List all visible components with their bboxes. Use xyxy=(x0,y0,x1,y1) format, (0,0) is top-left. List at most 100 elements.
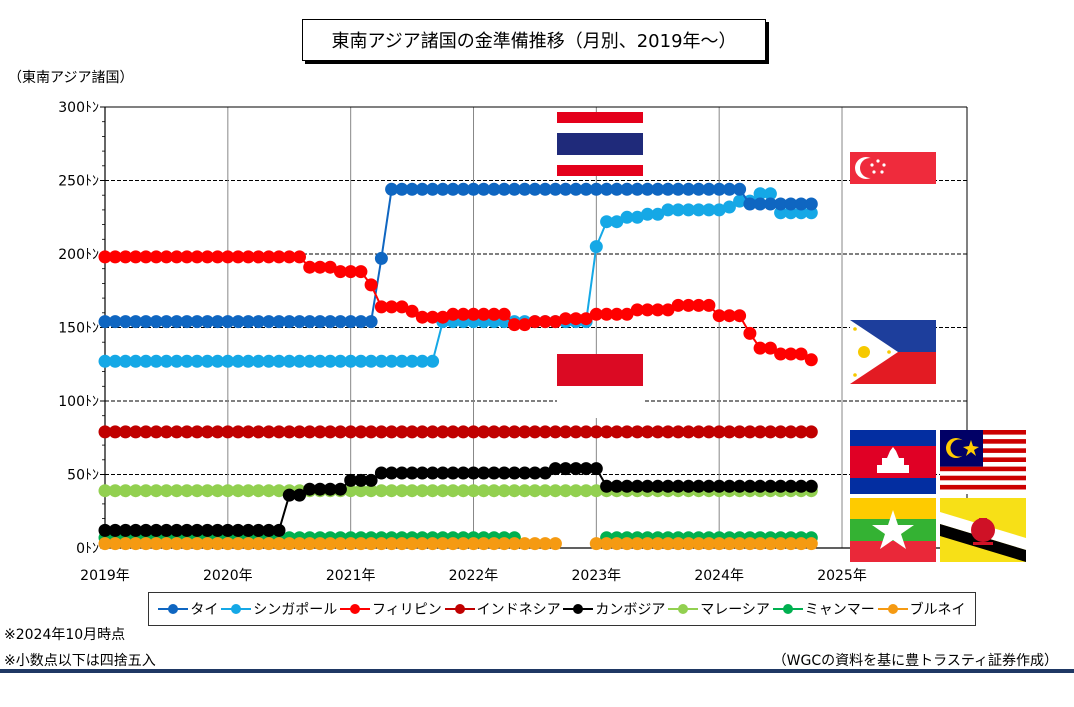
data-point xyxy=(630,479,644,493)
data-point xyxy=(589,307,603,321)
data-point xyxy=(641,303,654,317)
data-point xyxy=(98,354,112,368)
data-point xyxy=(804,353,818,367)
legend-item-myanmar: ミャンマー xyxy=(772,599,875,619)
data-point xyxy=(641,425,654,439)
data-point xyxy=(313,354,327,368)
data-point xyxy=(159,425,173,439)
data-point xyxy=(774,197,788,211)
data-point xyxy=(722,479,736,493)
data-point xyxy=(477,537,491,551)
legend-item-thailand: タイ xyxy=(158,599,218,619)
data-point xyxy=(692,298,706,312)
data-point xyxy=(497,182,511,196)
note-rounding: ※小数点以下は四捨五入 xyxy=(4,653,156,669)
data-point xyxy=(241,354,255,368)
data-point xyxy=(262,523,276,537)
data-point xyxy=(722,537,736,551)
data-point xyxy=(620,182,634,196)
data-point xyxy=(548,182,562,196)
data-point xyxy=(538,537,552,551)
data-point xyxy=(712,425,726,439)
data-point xyxy=(293,315,306,329)
data-point xyxy=(344,315,358,329)
y-axis-label: （東南アジア諸国） xyxy=(8,70,134,86)
data-point xyxy=(753,479,767,493)
data-point xyxy=(753,187,767,201)
data-point xyxy=(405,304,419,318)
legend-item-cambodia: カンボジア xyxy=(563,599,665,619)
data-point xyxy=(436,484,450,498)
data-point xyxy=(108,523,122,537)
data-point xyxy=(651,303,665,317)
data-point xyxy=(374,300,388,314)
brunei-flag xyxy=(940,498,1026,562)
data-point xyxy=(241,315,255,329)
data-point xyxy=(231,537,245,551)
legend-marker xyxy=(877,604,908,614)
data-point xyxy=(200,523,214,537)
data-point xyxy=(108,425,122,439)
data-point xyxy=(692,203,706,217)
data-point xyxy=(753,341,767,355)
data-point xyxy=(569,462,583,476)
data-point xyxy=(630,537,644,551)
data-point xyxy=(579,182,593,196)
data-point xyxy=(774,479,788,493)
data-point xyxy=(600,215,614,229)
legend-marker xyxy=(340,604,371,614)
data-point xyxy=(139,523,153,537)
data-point xyxy=(129,425,143,439)
data-point xyxy=(753,197,767,211)
data-point xyxy=(559,182,573,196)
data-point xyxy=(190,250,204,264)
data-point xyxy=(231,484,245,498)
data-point xyxy=(252,315,265,329)
data-point xyxy=(139,484,153,498)
data-point xyxy=(354,315,368,329)
legend-item-malaysia: マレーシア xyxy=(668,599,770,619)
data-point xyxy=(323,354,337,368)
data-point xyxy=(426,354,440,368)
x-tick-label: 2020年 xyxy=(203,568,253,584)
data-point xyxy=(293,354,306,368)
data-point xyxy=(170,425,184,439)
data-point xyxy=(743,479,757,493)
data-point xyxy=(763,341,777,355)
data-point xyxy=(313,482,327,496)
data-point xyxy=(763,197,777,211)
data-point xyxy=(333,265,347,279)
data-point xyxy=(743,326,757,340)
data-point xyxy=(385,425,399,439)
data-point xyxy=(497,425,511,439)
data-point xyxy=(200,484,214,498)
data-point xyxy=(200,315,214,329)
data-point xyxy=(333,537,347,551)
data-point xyxy=(272,484,286,498)
data-point xyxy=(712,182,726,196)
series xyxy=(98,182,818,551)
data-point xyxy=(303,260,317,274)
x-tick-label: 2023年 xyxy=(572,568,622,584)
data-point xyxy=(630,210,644,224)
data-point xyxy=(252,484,265,498)
data-point xyxy=(211,425,225,439)
data-point xyxy=(333,354,347,368)
data-point xyxy=(651,479,665,493)
data-point xyxy=(180,425,194,439)
data-point xyxy=(774,425,788,439)
data-point xyxy=(149,537,163,551)
chart-title: 東南アジア諸国の金準備推移（月別、2019年～） xyxy=(302,19,766,61)
data-point xyxy=(722,425,736,439)
data-point xyxy=(211,537,225,551)
data-point xyxy=(467,537,480,551)
data-point xyxy=(804,197,818,211)
data-point xyxy=(661,303,675,317)
data-point xyxy=(467,307,480,321)
data-point xyxy=(344,354,358,368)
malaysia-flag xyxy=(940,430,1026,494)
data-point xyxy=(374,466,388,480)
source-note: （WGCの資料を基に豊トラスティ証券作成） xyxy=(772,653,1058,669)
legend-label: ブルネイ xyxy=(909,602,966,618)
data-point xyxy=(426,537,440,551)
